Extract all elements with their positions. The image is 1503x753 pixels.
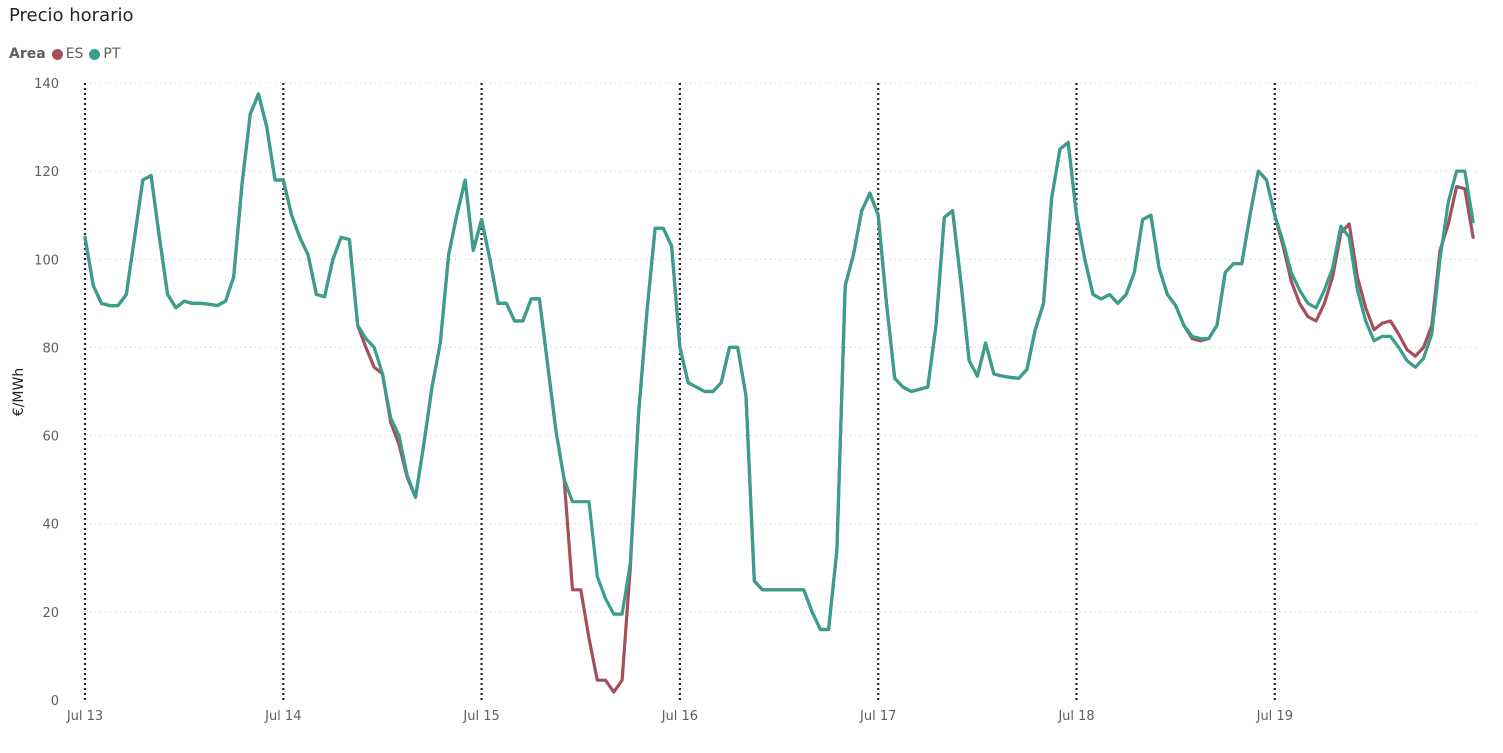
y-tick-label-60: 60 bbox=[42, 430, 59, 445]
x-axis: Jul 13 Jul 14 Jul 15 Jul 16 Jul 17 Jul 18 Jul … bbox=[66, 709, 1293, 724]
legend-dot-pt bbox=[89, 48, 101, 60]
y-tick-label-20: 20 bbox=[42, 606, 59, 621]
legend-item-es[interactable]: ES bbox=[51, 46, 84, 62]
gridlines bbox=[85, 82, 1478, 613]
y-tick-label-0: 0 bbox=[51, 694, 59, 709]
y-tick-label-40: 40 bbox=[42, 518, 59, 533]
x-tick-label-0: Jul 13 bbox=[66, 709, 103, 724]
x-tick-label-5: Jul 18 bbox=[1057, 709, 1094, 724]
y-tick-label-100: 100 bbox=[34, 253, 59, 268]
x-tick-label-3: Jul 16 bbox=[661, 709, 698, 724]
x-tick-label-4: Jul 17 bbox=[859, 709, 896, 724]
x-tick-label-1: Jul 14 bbox=[264, 709, 301, 724]
series-line-es bbox=[83, 92, 1475, 694]
legend: Area ES PT bbox=[9, 44, 126, 64]
legend-label-pt: PT bbox=[103, 46, 121, 62]
y-tick-label-140: 140 bbox=[34, 77, 59, 92]
legend-title: Area bbox=[9, 46, 46, 62]
day-separators bbox=[83, 83, 1276, 700]
series-line-pt bbox=[83, 92, 1475, 632]
legend-label-es: ES bbox=[65, 46, 84, 62]
y-axis: 0 20 40 60 80 100 120 140 bbox=[34, 77, 59, 709]
y-tick-label-80: 80 bbox=[42, 341, 59, 356]
x-tick-label-6: Jul 19 bbox=[1256, 709, 1293, 724]
series-lines bbox=[83, 92, 1475, 694]
legend-item-pt[interactable]: PT bbox=[89, 46, 120, 62]
legend-dot-es bbox=[51, 48, 63, 60]
x-tick-label-2: Jul 15 bbox=[462, 709, 499, 724]
y-axis-label: €/MWh bbox=[11, 368, 27, 416]
chart-title: Precio horario bbox=[9, 5, 134, 26]
y-tick-label-120: 120 bbox=[34, 165, 59, 180]
